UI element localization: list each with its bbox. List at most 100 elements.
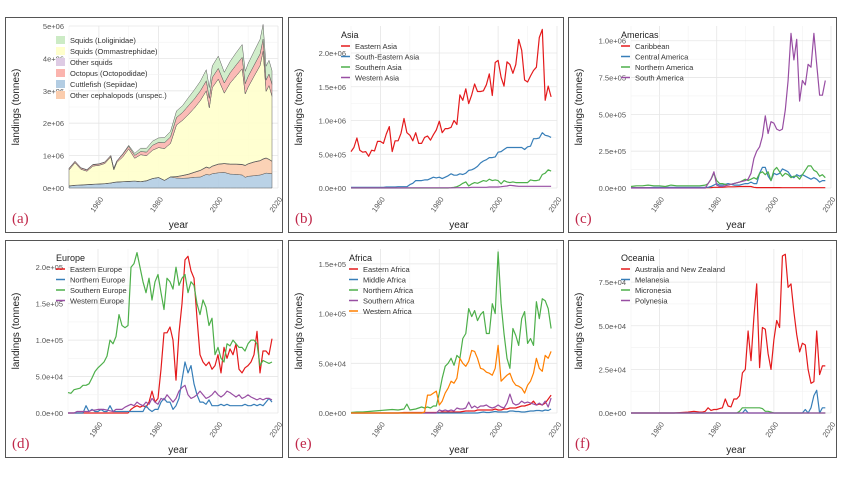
y-tick-label: 2e+06	[43, 119, 64, 128]
x-tick-label: 2020	[267, 420, 284, 439]
x-tick-label: 2000	[763, 195, 780, 214]
legend-title: Americas	[621, 30, 659, 40]
y-axis-title: landings (tonnes)	[294, 293, 305, 370]
y-tick-label: 2.0e+06	[319, 49, 346, 58]
legend-label: Australia and New Zealand	[635, 265, 725, 274]
y-tick-label: 0.0e+00	[36, 409, 63, 418]
y-tick-label: 2.5e+04	[599, 365, 626, 374]
y-axis-title: landings (tonnes)	[11, 293, 22, 370]
chart-c-svg: 0.0e+00 2.5e+05 5.0e+05 7.5e+05 1.0e+06 1960 1…	[574, 26, 837, 231]
legend: Squids (Loliginidae) Squids (Ommastrephid…	[56, 36, 167, 100]
x-tick-label: 1980	[429, 195, 446, 214]
legend-label: Other squids	[70, 58, 113, 67]
y-tick-label: 1.0e+06	[599, 37, 626, 46]
legend-label: Squids (Loliginidae)	[70, 36, 136, 45]
legend-label: Northern Europe	[70, 276, 125, 285]
legend-swatch	[56, 47, 65, 55]
line-micronesia	[631, 407, 826, 414]
line-southern-asia	[351, 169, 552, 189]
legend-swatch	[56, 36, 65, 44]
y-tick-label: 7.5e+04	[599, 278, 626, 287]
panel-b-asia: 0.0e+00 5.0e+05 1.0e+06 1.5e+06 2.0e+06 1960 1…	[288, 17, 564, 233]
x-tick-label: 2000	[488, 420, 505, 439]
legend: Oceania Australia and New Zealand Melanesi…	[621, 253, 725, 306]
legend-label: Melanesia	[635, 276, 670, 285]
x-tick-label: 1980	[148, 195, 165, 214]
grid	[350, 26, 558, 189]
y-tick-label: 5.0e+04	[319, 359, 346, 368]
legend-label: Cuttlefish (Sepiidae)	[70, 80, 138, 89]
y-tick-label: 1.0e+05	[319, 310, 346, 319]
chart-b-svg: 0.0e+00 5.0e+05 1.0e+06 1.5e+06 2.0e+06 1960 1…	[294, 26, 563, 231]
x-tick-label: 2020	[546, 420, 563, 439]
chart-d-svg: 0.0e+00 5.0e+04 1.0e+05 1.5e+05 2.0e+05 1960 1…	[11, 249, 284, 456]
legend-label: Western Europe	[70, 297, 124, 306]
line-australia-and-new-zealand	[631, 253, 826, 414]
x-tick-label: 2000	[763, 420, 780, 439]
legend-label: Western Africa	[363, 307, 412, 316]
legend-title: Asia	[341, 30, 359, 40]
legend-label: Eastern Africa	[363, 265, 411, 274]
y-tick-label: 5.0e+04	[599, 322, 626, 331]
legend: Americas Caribbean Central AmericaNorthern…	[621, 30, 694, 83]
line-melanesia	[631, 389, 826, 414]
area-squids-loliginidae	[68, 24, 273, 171]
chart-e-svg: 0.0e+00 5.0e+04 1.0e+05 1.5e+05 1960 1980 2000…	[294, 249, 563, 456]
x-tick-label: 2020	[820, 195, 837, 214]
y-tick-label: 0.0e+00	[319, 184, 346, 193]
y-tick-label: 3e+06	[43, 87, 64, 96]
chart-f-svg: 0.0e+00 2.5e+04 5.0e+04 7.5e+04 1960 1980 2000…	[574, 249, 837, 456]
panel-label-b: (b)	[295, 211, 313, 227]
y-tick-label: 1e+06	[43, 152, 64, 161]
panel-d-europe: 0.0e+00 5.0e+04 1.0e+05 1.5e+05 2.0e+05 1960 1…	[5, 240, 284, 458]
line-northern-africa	[350, 251, 552, 414]
x-axis-title: year	[168, 445, 188, 456]
x-tick-label: 1980	[706, 195, 723, 214]
line-eastern-europe	[68, 255, 273, 414]
y-tick-label: 1.0e+06	[319, 117, 346, 126]
x-axis-title: year	[169, 220, 189, 231]
legend-label: South America	[635, 74, 685, 83]
legend-title: Oceania	[621, 253, 655, 263]
legend-label: Northern Africa	[363, 286, 414, 295]
y-tick-label: 0e+00	[43, 184, 64, 193]
y-tick-label: 0.0e+00	[319, 409, 346, 418]
legend-swatch	[56, 69, 65, 77]
panel-f-oceania: 0.0e+00 2.5e+04 5.0e+04 7.5e+04 1960 1980 2000…	[568, 240, 837, 458]
panel-label-c: (c)	[575, 211, 592, 227]
line-eastern-asia	[350, 28, 552, 157]
y-tick-label: 0.0e+00	[599, 409, 626, 418]
line-western-europe	[68, 384, 273, 414]
chart-a-svg: 0e+00 1e+06 2e+06 3e+06 4e+06 5e+06 1960 1980 20…	[11, 22, 284, 231]
y-tick-label: 5.0e+04	[36, 373, 63, 382]
x-tick-label: 2000	[208, 195, 225, 214]
legend-label: Micronesia	[635, 286, 672, 295]
y-tick-label: 1.5e+05	[319, 260, 346, 269]
x-tick-label: 1960	[87, 420, 104, 439]
line-northern-europe	[68, 361, 273, 414]
panel-label-e: (e)	[295, 436, 312, 452]
x-tick-label: 1960	[88, 195, 105, 214]
y-tick-label: 4e+06	[43, 54, 64, 63]
panel-e-africa: 0.0e+00 5.0e+04 1.0e+05 1.5e+05 1960 1980 2000…	[288, 240, 564, 458]
x-tick-label: 2020	[546, 195, 563, 214]
y-tick-label: 5e+06	[43, 22, 64, 31]
line-western-africa	[351, 344, 552, 414]
y-tick-label: 5.0e+05	[319, 150, 346, 159]
legend-label: Other cephalopods (unspec.)	[70, 91, 167, 100]
panel-label-d: (d)	[12, 436, 30, 452]
y-axis-title: landings (tonnes)	[574, 69, 585, 146]
legend-title: Africa	[349, 253, 372, 263]
line-central-america	[631, 166, 826, 189]
legend-label: Southern Europe	[70, 286, 127, 295]
x-axis-title: year	[449, 220, 469, 231]
line-northern-america	[630, 165, 826, 188]
x-tick-label: 1960	[649, 420, 666, 439]
y-axis-title: landings (tonnes)	[11, 69, 22, 146]
x-tick-label: 1980	[706, 420, 723, 439]
y-axis-title: landings (tonnes)	[574, 293, 585, 370]
line-southern-europe	[67, 252, 273, 394]
legend-label: Central America	[635, 53, 689, 62]
y-tick-label: 2.0e+05	[36, 263, 63, 272]
x-tick-label: 1960	[370, 195, 387, 214]
